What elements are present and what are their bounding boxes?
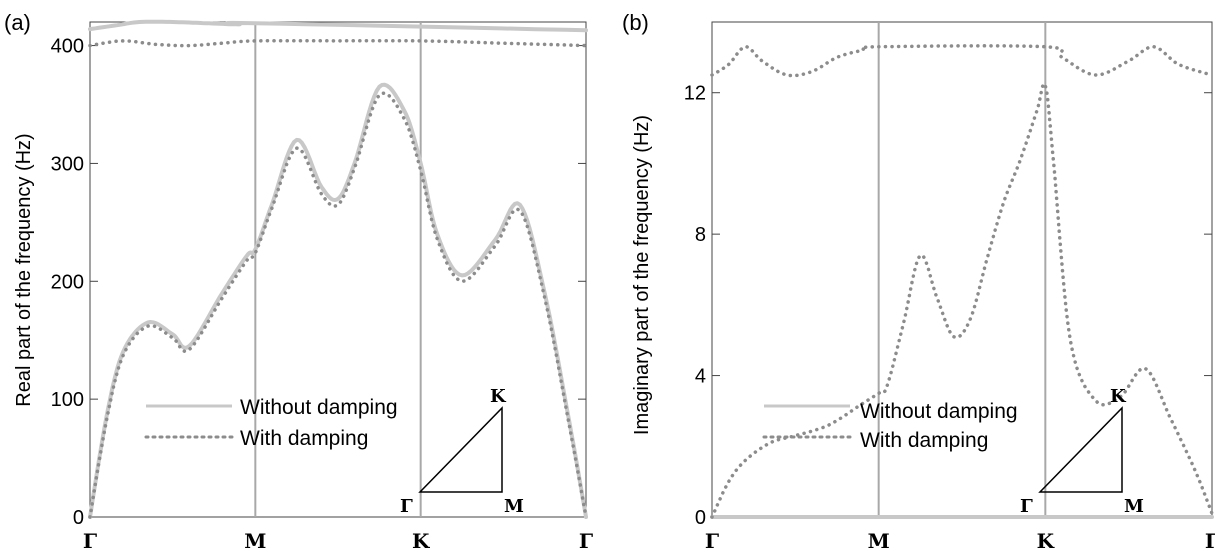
x-tick-label: M [244, 529, 266, 551]
y-tick-label: 8 [695, 224, 706, 246]
legend-label-without-damping: Without damping [860, 400, 1018, 423]
panel-a-ylabel: Real part of the frequency (Hz) [13, 133, 35, 406]
inset-label-m: M [1124, 496, 1144, 517]
without-damping-band [88, 19, 588, 33]
panel-b: (b) Imaginary part of the frequency (Hz)… [622, 10, 1215, 551]
inset-label-gamma: Γ [1020, 496, 1033, 517]
x-tick-label: Γ [1205, 529, 1215, 551]
panel-a-legend: Without damping With damping [144, 396, 398, 450]
with-damping-band [710, 44, 1214, 78]
legend-label-with-damping: With damping [860, 429, 988, 452]
legend-label-with-damping: With damping [240, 427, 368, 450]
x-tick-label: K [412, 529, 430, 551]
panel-a-brillouin-inset: K Γ M [400, 386, 524, 517]
y-tick-label: 400 [51, 36, 84, 58]
panel-a-series [88, 19, 588, 519]
panel-a-frame [89, 21, 587, 518]
y-tick-label: 200 [51, 271, 84, 293]
panel-b-dividers [877, 22, 1047, 517]
y-tick-label: 12 [684, 83, 706, 105]
without-damping-band [88, 82, 588, 519]
inset-label-m: M [504, 496, 524, 517]
panel-b-ylabel: Imaginary part of the frequency (Hz) [631, 115, 653, 435]
y-tick-label: 300 [51, 153, 84, 175]
inset-label-k: K [1110, 386, 1127, 407]
y-tick-label: 100 [51, 389, 84, 411]
x-tick-label: M [868, 529, 890, 551]
with-damping-band [88, 38, 588, 48]
with-damping-band [710, 81, 1214, 519]
brillouin-zone-triangle [1038, 406, 1123, 493]
inset-label-k: K [490, 386, 507, 407]
x-tick-label: Γ [83, 529, 97, 551]
panel-b-series [710, 44, 1214, 519]
legend-label-without-damping: Without damping [240, 396, 398, 419]
x-tick-label: Γ [705, 529, 719, 551]
with-damping-band [88, 91, 588, 519]
brillouin-zone-triangle [418, 406, 503, 493]
y-tick-label: 4 [695, 366, 706, 388]
x-tick-label: Γ [579, 529, 593, 551]
panel-a-y-ticks: 0 100 200 300 400 [51, 36, 586, 529]
panel-a-dividers [254, 22, 422, 517]
panel-b-y-ticks: 0 4 8 12 [684, 83, 1212, 529]
panel-a: (a) Real part of the frequency (Hz) 0 100… [4, 10, 593, 551]
y-tick-label: 0 [73, 507, 84, 529]
panel-b-brillouin-inset: K Γ M [1020, 386, 1144, 517]
panel-b-label: (b) [622, 10, 649, 35]
panel-b-legend: Without damping With damping [762, 400, 1018, 452]
inset-label-gamma: Γ [400, 496, 413, 517]
x-tick-label: K [1037, 529, 1055, 551]
panel-a-label: (a) [4, 10, 31, 35]
y-tick-label: 0 [695, 507, 706, 529]
